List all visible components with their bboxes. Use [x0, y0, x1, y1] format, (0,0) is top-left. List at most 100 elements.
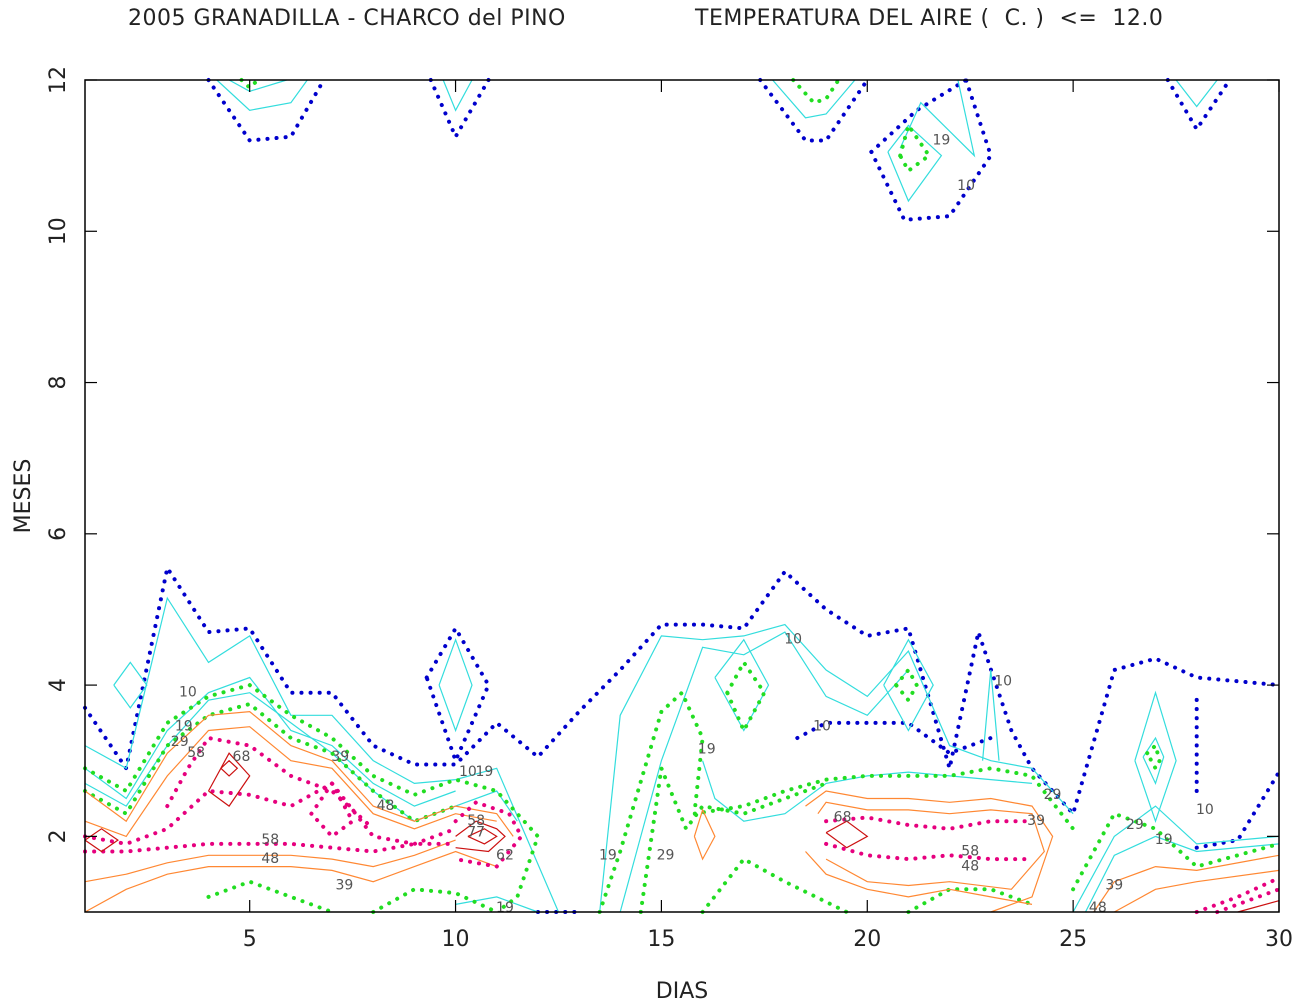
contour-label: 48: [377, 798, 395, 814]
contour-line-level-10: [216, 79, 308, 111]
contour-line-level-39: [805, 851, 1033, 905]
contour-label: 48: [961, 859, 979, 875]
contour-line-level-10: [113, 661, 148, 709]
contour-label: 39: [335, 878, 353, 894]
contour-line-level-29: [791, 78, 841, 105]
contour-line-level-10: [883, 638, 934, 732]
contour-lines: [83, 78, 1281, 914]
contour-line-level-1: [795, 720, 993, 756]
y-tick-label: 4: [46, 678, 71, 692]
contour-line-level-1: [206, 78, 326, 143]
contour-line-level-19: [702, 760, 1033, 822]
contour-label: 58: [467, 813, 485, 829]
contour-label: 10: [784, 632, 802, 648]
contour-line-level-10: [1072, 805, 1280, 913]
contour-line-level-10: [438, 637, 473, 733]
contour-label: 10: [179, 685, 197, 701]
contour-line-level-10: [1142, 736, 1165, 786]
contour-label: 10: [994, 673, 1012, 689]
contour-line-level-1: [424, 624, 491, 767]
contour-label: 19: [599, 847, 617, 863]
contour-label: 68: [233, 749, 251, 765]
contour-line-level-29: [83, 701, 458, 824]
chart-title: 2005 GRANADILLA - CHARCO del PINO TEMPER…: [0, 6, 1307, 40]
contour-line-level-58: [824, 815, 1034, 831]
contour-line-level-10: [887, 124, 943, 203]
contour-line-level-10: [899, 79, 976, 158]
contour-line-level-68: [207, 752, 251, 807]
contour-label: 77: [467, 825, 485, 841]
contour-line-level-10: [84, 596, 560, 913]
y-tick-label: 10: [46, 217, 71, 245]
contour-line-level-29: [597, 689, 1076, 914]
x-tick-label: 20: [853, 927, 881, 952]
contour-line-level-68: [455, 820, 506, 853]
contour-line-level-48: [84, 726, 497, 838]
x-tick-label: 30: [1265, 927, 1293, 952]
contour-label: 19: [496, 900, 514, 916]
contour-label: 39: [331, 749, 349, 765]
y-axis-label: MESES: [11, 459, 36, 534]
contour-line-level-29: [700, 856, 849, 914]
contour-line-level-10: [84, 676, 456, 807]
contour-line-level-10: [442, 79, 473, 112]
contour-line-level-29: [371, 887, 499, 914]
contour-line-level-10: [1134, 690, 1177, 824]
title-station: 2005 GRANADILLA - CHARCO del PINO: [128, 6, 566, 31]
plot-frame: [84, 79, 1280, 913]
contour-line-level-1: [758, 78, 870, 143]
contour-line-level-10: [599, 623, 1074, 913]
contour-label: 58: [187, 745, 205, 761]
contour-line-level-39: [805, 790, 1054, 913]
contour-line-level-1: [83, 562, 1281, 818]
contour-label: 68: [834, 809, 852, 825]
contour-label: 39: [1027, 813, 1045, 829]
contour-line-level-29: [1145, 741, 1162, 773]
contour-label: 48: [1089, 900, 1107, 916]
contour-label: 62: [496, 847, 514, 863]
x-tick-label: 15: [647, 927, 675, 952]
contour-label: 10: [1196, 802, 1214, 818]
contour-line-level-29: [206, 879, 334, 914]
contour-label: 19: [932, 133, 950, 149]
contour-line-level-48: [1114, 869, 1280, 913]
contour-line-level-58: [1215, 887, 1281, 914]
contour-line-level-29: [906, 887, 1034, 914]
contour-line-level-29: [725, 658, 767, 736]
x-axis: 5 10 15 20 25 30: [243, 80, 1293, 952]
contour-line-level-58: [83, 780, 458, 846]
contour-label: 19: [475, 764, 493, 780]
y-tick-label: 2: [46, 829, 71, 843]
x-tick-label: 10: [442, 927, 470, 952]
x-tick-label: 5: [243, 927, 257, 952]
contour-line-level-39: [1093, 854, 1280, 913]
contour-line-level-29: [894, 666, 919, 704]
contour-line-level-48: [84, 839, 456, 883]
contour-label: 19: [175, 719, 193, 735]
contour-line-level-10: [1084, 835, 1280, 913]
contour-line-level-29: [638, 760, 829, 914]
contour-line-level-19: [455, 896, 539, 913]
contour-label: 19: [1155, 832, 1173, 848]
contour-line-level-10: [982, 669, 1000, 761]
contour-label: 29: [1044, 787, 1062, 803]
contour-line-level-29: [898, 120, 932, 174]
contour-line-level-39: [693, 808, 716, 861]
contour-line-level-58: [83, 841, 458, 854]
contour-line-level-39: [84, 850, 497, 913]
contour-label: 29: [1126, 817, 1144, 833]
contour-label: 58: [261, 832, 279, 848]
contour-line-level-58: [824, 841, 1034, 862]
contour-label: 39: [1105, 878, 1123, 894]
contour-line-level-10: [714, 638, 770, 732]
contour-line-level-10: [619, 631, 909, 913]
x-tick-label: 25: [1059, 927, 1087, 952]
contour-line-level-10: [1175, 79, 1218, 108]
contour-line-level-39: [84, 710, 514, 837]
contour-line-level-10: [772, 79, 856, 119]
contour-label: 29: [171, 734, 189, 750]
contour-line-level-10: [228, 79, 287, 92]
contour-line-level-48: [817, 801, 1045, 890]
